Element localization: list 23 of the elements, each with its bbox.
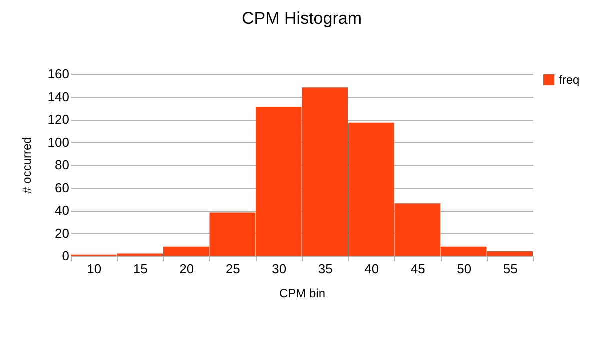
y-tick-label: 100: [48, 134, 70, 150]
y-tick-label: 20: [55, 226, 70, 241]
y-tick-label: 0: [62, 248, 70, 264]
x-axis-title: CPM bin: [279, 286, 326, 300]
x-tick-label: 50: [457, 262, 472, 276]
y-tick-label: 120: [48, 112, 70, 127]
x-tick-label: 30: [272, 262, 287, 276]
y-tick-label: 60: [55, 180, 70, 196]
y-tick-label: 40: [55, 203, 70, 218]
y-tick-label: 80: [55, 158, 70, 172]
x-tick-label: 55: [503, 262, 518, 276]
x-tick-label: 40: [364, 262, 380, 276]
y-tick-label: 140: [48, 89, 70, 104]
x-tick-label: 35: [318, 262, 333, 276]
x-tick-label: 45: [410, 262, 426, 276]
x-tick-label: 25: [226, 262, 240, 276]
x-tick-label: 10: [87, 262, 102, 276]
y-tick-label: 160: [48, 66, 70, 82]
legend-label: freq: [559, 73, 580, 87]
y-axis-title: # occurred: [20, 137, 34, 194]
x-tick-label: 20: [180, 262, 194, 276]
chart-title: CPM Histogram: [242, 9, 362, 28]
x-tick-label: 15: [133, 262, 148, 276]
